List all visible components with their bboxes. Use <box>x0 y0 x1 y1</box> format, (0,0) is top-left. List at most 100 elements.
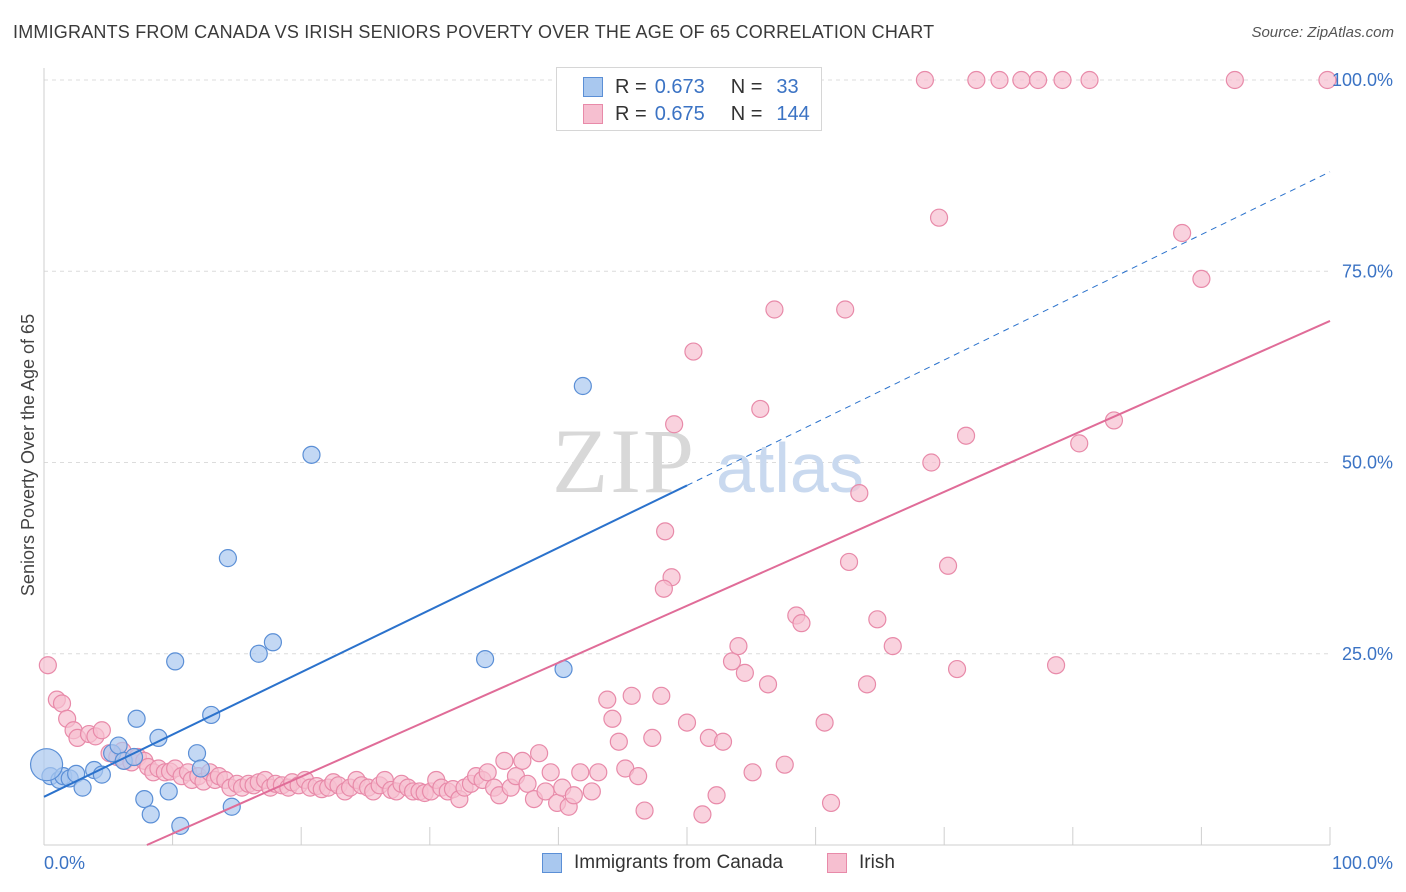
irish-point <box>1192 269 1211 288</box>
canada-point <box>29 748 64 782</box>
irish-point <box>677 713 697 732</box>
axes <box>43 68 1331 846</box>
irish-point <box>622 686 641 705</box>
irish-swatch <box>583 104 603 124</box>
irish-point <box>629 767 648 786</box>
canada-swatch <box>583 77 603 97</box>
irish-point <box>850 484 869 503</box>
irish-point <box>1012 70 1031 90</box>
tick-labels: 25.0% 50.0% 75.0% 100.0% 0.0% 100.0% <box>44 70 1393 873</box>
irish-point <box>518 774 537 793</box>
chart-title: IMMIGRANTS FROM CANADA VS IRISH SENIORS … <box>13 22 935 42</box>
irish-legend-swatch <box>827 853 847 873</box>
canada-r-label: R = <box>615 75 647 98</box>
irish-point <box>654 579 673 598</box>
irish-point <box>1046 656 1066 675</box>
irish-point <box>589 763 608 782</box>
canada-point <box>135 789 154 809</box>
bottom-legend-irish: Irish <box>827 852 895 874</box>
irish-point <box>684 342 703 361</box>
irish-point <box>643 728 662 748</box>
canada-point <box>249 644 268 663</box>
irish-point <box>571 763 590 782</box>
irish-point <box>609 732 628 751</box>
irish-point <box>821 793 841 813</box>
x-tick-label: 0.0% <box>44 853 85 873</box>
irish-point <box>1053 70 1072 90</box>
irish-point <box>938 556 958 575</box>
irish-point <box>967 70 986 90</box>
canada-r-value: 0.673 <box>654 75 705 98</box>
irish-point <box>598 690 617 709</box>
irish-point <box>582 782 601 801</box>
irish-point <box>713 732 733 751</box>
irish-point <box>530 744 549 763</box>
irish-point <box>656 522 675 541</box>
irish-point <box>1318 70 1337 90</box>
canada-point <box>141 805 160 824</box>
irish-point <box>1070 434 1089 453</box>
irish-point <box>868 610 887 629</box>
irish-point <box>92 721 111 740</box>
irish-point <box>735 663 754 682</box>
irish-point <box>478 763 497 782</box>
canada-point <box>475 650 495 669</box>
legend-row-irish: R = 0.675 N = 144 <box>583 102 810 126</box>
canada-legend-label: Immigrants from Canada <box>574 852 784 873</box>
canada-n-label: N = <box>730 75 763 98</box>
irish-point <box>1028 70 1048 90</box>
canada-legend-swatch <box>542 853 562 873</box>
irish-point <box>792 614 811 633</box>
grid-lines <box>44 79 1330 655</box>
irish-point <box>635 801 654 820</box>
x-tick-label: 100.0% <box>1332 853 1393 873</box>
y-tick-label: 75.0% <box>1342 261 1393 281</box>
source-label: Source: ZipAtlas.com <box>1251 24 1394 41</box>
irish-point <box>52 694 72 713</box>
irish-point <box>915 70 935 90</box>
irish-point <box>564 786 583 805</box>
y-axis-label: Seniors Poverty Over the Age of 65 <box>18 314 38 596</box>
irish-point <box>922 453 941 472</box>
irish-point <box>722 652 742 671</box>
irish-point <box>883 636 902 656</box>
irish-n-label: N = <box>730 102 763 125</box>
irish-point <box>603 709 622 728</box>
irish-point <box>815 713 834 732</box>
irish-point <box>665 415 684 434</box>
canada-point <box>127 709 146 728</box>
irish-point <box>956 426 976 445</box>
irish-point <box>947 659 967 679</box>
irish-point <box>751 399 770 419</box>
irish-r-label: R = <box>615 102 647 125</box>
canada-point <box>187 744 207 763</box>
irish-legend-label: Irish <box>859 852 895 873</box>
irish-point <box>775 755 794 774</box>
irish-point <box>990 70 1009 90</box>
y-tick-label: 25.0% <box>1342 644 1393 664</box>
irish-point <box>729 636 748 656</box>
irish-point <box>707 786 726 805</box>
canada-point <box>159 782 178 801</box>
irish-point <box>1225 70 1244 90</box>
irish-point <box>38 656 57 675</box>
irish-n-value: 144 <box>776 102 810 125</box>
irish-r-value: 0.675 <box>654 102 705 125</box>
canada-series <box>29 376 592 835</box>
irish-point <box>513 751 532 770</box>
irish-point <box>495 751 514 770</box>
irish-point <box>693 805 712 824</box>
watermark: ZIP atlas <box>552 410 864 512</box>
canada-point <box>191 759 210 778</box>
irish-point <box>1173 223 1192 243</box>
watermark-atlas: atlas <box>716 429 864 507</box>
canada-point <box>109 736 128 755</box>
irish-point <box>836 300 855 319</box>
bottom-legend-canada: Immigrants from Canada <box>542 852 783 874</box>
canada-point <box>218 549 237 568</box>
canada-n-value: 33 <box>776 75 799 98</box>
legend-row-canada: R = 0.673 N = 33 <box>583 75 799 99</box>
irish-point <box>758 675 778 694</box>
trend-lines <box>43 171 1331 846</box>
